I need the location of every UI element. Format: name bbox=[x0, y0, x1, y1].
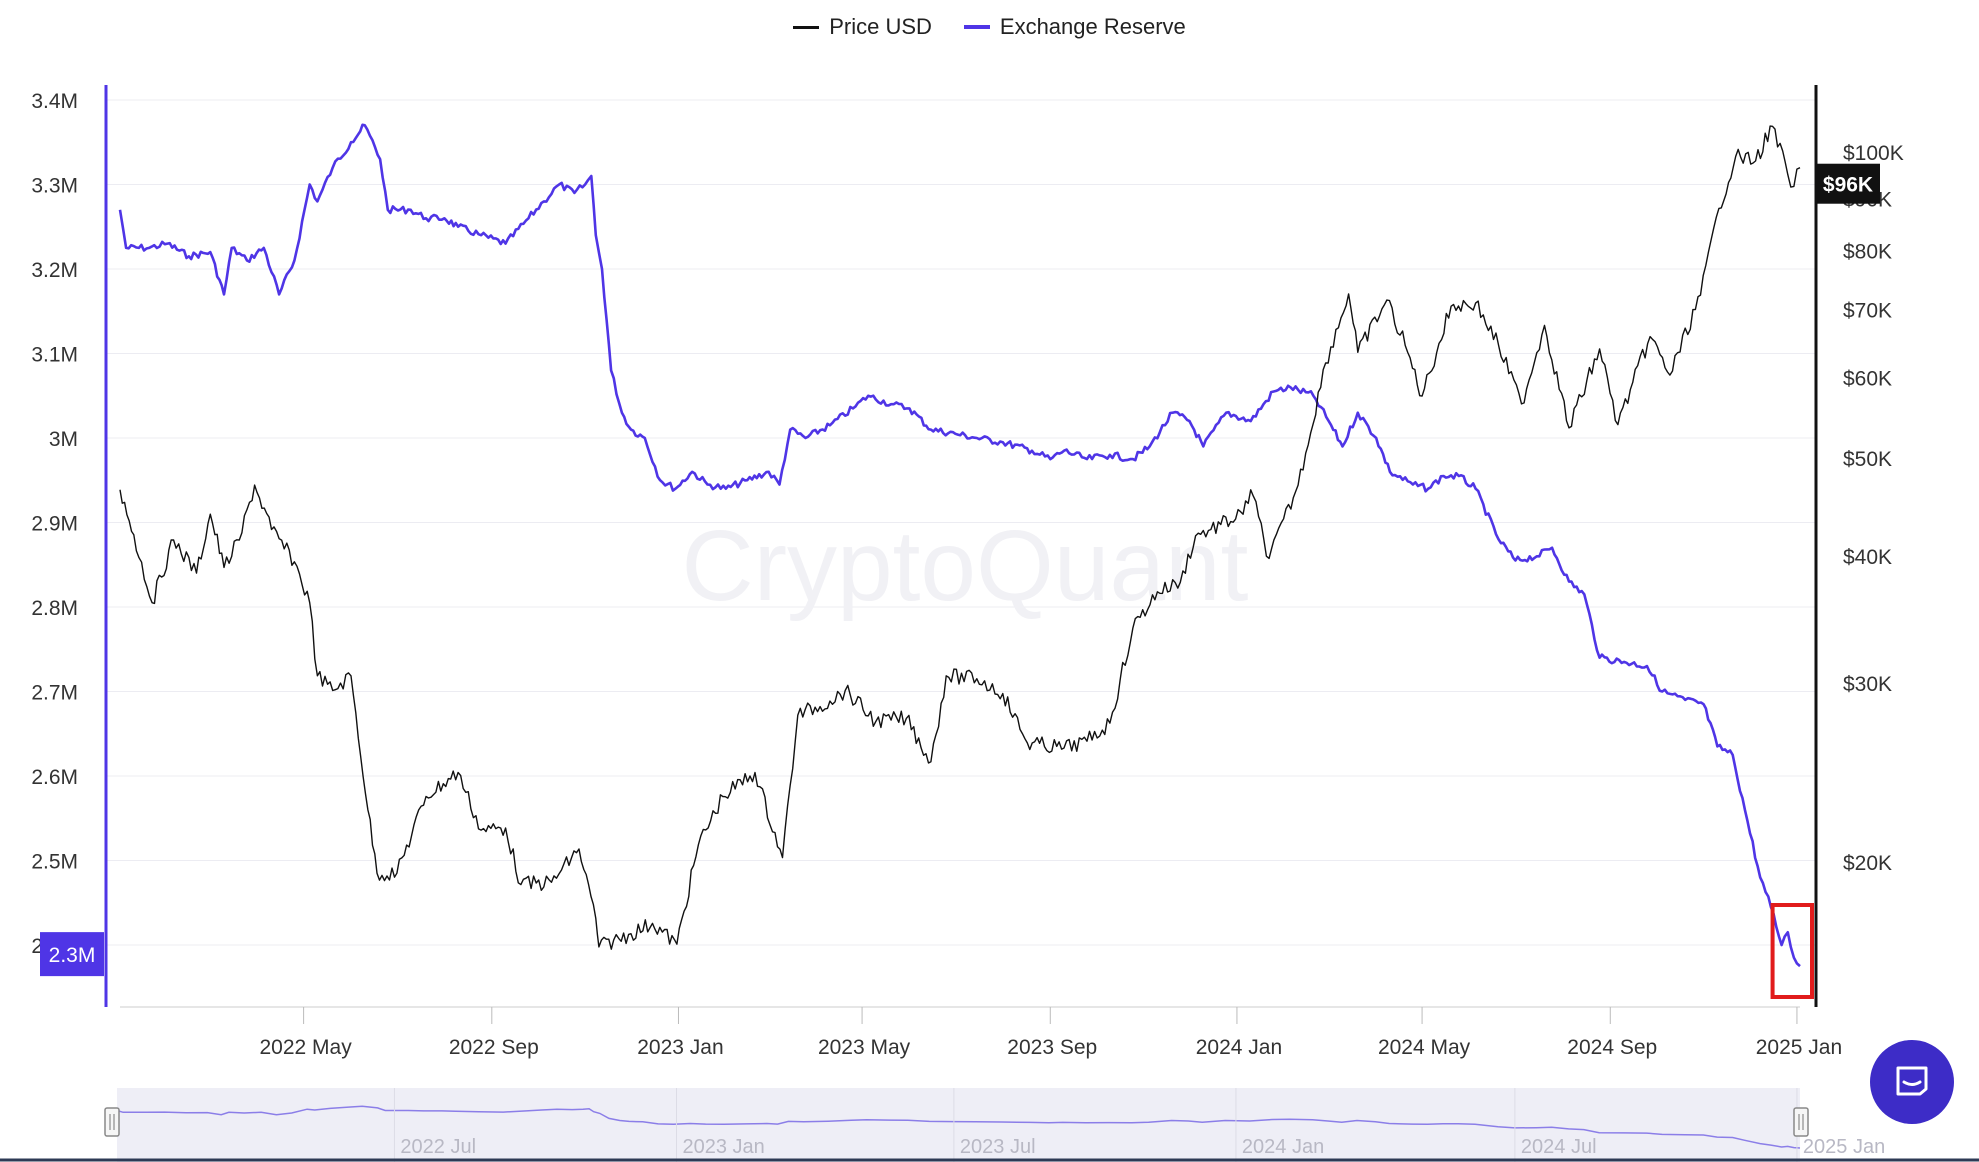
series-layer bbox=[118, 123, 1801, 968]
current-price-label-bg bbox=[1816, 163, 1880, 204]
navigator-label: 2023 Jul bbox=[960, 1136, 1036, 1158]
left-tick-label: 2.8M bbox=[31, 597, 78, 620]
x-tick-label: 2024 Jan bbox=[1196, 1036, 1282, 1059]
legend-item-reserve[interactable]: Exchange Reserve bbox=[963, 14, 1186, 40]
navigator-label: 2024 Jul bbox=[1521, 1136, 1597, 1158]
navigator-label: 2022 Jul bbox=[400, 1136, 476, 1158]
series-points-price-usd bbox=[119, 126, 1801, 947]
navigator-label: 2025 Jan bbox=[1803, 1136, 1885, 1158]
left-tick-label: 3.2M bbox=[31, 259, 78, 282]
left-tick-label: 2.5M bbox=[31, 851, 78, 874]
navigator-track bbox=[117, 1088, 1800, 1162]
left-tick-label: 3.3M bbox=[31, 175, 78, 198]
right-tick-label: $70K bbox=[1843, 299, 1892, 322]
x-tick-label: 2023 May bbox=[818, 1036, 911, 1059]
series-line-price-usd bbox=[119, 125, 1801, 950]
x-tick-label: 2022 May bbox=[259, 1036, 352, 1059]
legend: Price USD Exchange Reserve bbox=[0, 14, 1979, 40]
current-price-label: $96K bbox=[1823, 174, 1873, 197]
chat-button[interactable] bbox=[1870, 1040, 1954, 1124]
x-tick-label: 2023 Jan bbox=[637, 1036, 723, 1059]
legend-label-reserve: Exchange Reserve bbox=[999, 14, 1186, 39]
left-tick-label: 2.7M bbox=[31, 682, 78, 705]
navigator-label: 2023 Jan bbox=[682, 1136, 764, 1158]
right-tick-label: $100K bbox=[1843, 142, 1904, 165]
left-tick-label: 2.9M bbox=[31, 513, 78, 536]
chat-bubble-icon bbox=[1896, 1066, 1928, 1096]
navigator-handle-body bbox=[104, 1107, 120, 1137]
series-line-exchange-reserve bbox=[118, 123, 1801, 968]
overlay-layer: 2.3M $96K bbox=[40, 163, 1880, 999]
right-tick-label: $40K bbox=[1843, 546, 1892, 569]
x-tick-label: 2022 Sep bbox=[449, 1036, 539, 1059]
left-tick-label: 3M bbox=[49, 428, 78, 451]
navigator-handle-body bbox=[1793, 1107, 1809, 1137]
right-tick-label: $30K bbox=[1843, 673, 1892, 696]
navigator-series bbox=[116, 1105, 1801, 1149]
x-tick-label: 2024 May bbox=[1378, 1036, 1471, 1059]
left-tick-label: 3.1M bbox=[31, 344, 78, 367]
x-axis: 2022 May 2022 Sep 2023 Jan 2023 May 2023 Sep… bbox=[120, 1006, 1842, 1059]
navigator-handle-right[interactable] bbox=[1793, 1107, 1809, 1137]
legend-item-price[interactable]: Price USD bbox=[793, 14, 932, 40]
highlight-box bbox=[1770, 903, 1814, 999]
left-axis: 3.4M 3.3M 3.2M 3.1M 3M 2.9M 2.8M 2.7M 2.6M 2.5M 2.… bbox=[31, 85, 108, 1007]
right-tick-label: $60K bbox=[1843, 367, 1892, 390]
legend-swatch-reserve bbox=[963, 25, 990, 29]
x-tick-label: 2023 Sep bbox=[1007, 1036, 1097, 1059]
x-tick-label: 2025 Jan bbox=[1756, 1036, 1842, 1059]
watermark: CryptoQuant bbox=[682, 510, 1249, 622]
navigator[interactable]: 2022 Jul 2023 Jan 2023 Jul 2024 Jan 2024 Jul… bbox=[0, 1088, 1979, 1162]
x-tick-label: 2024 Sep bbox=[1567, 1036, 1657, 1059]
right-tick-label: $80K bbox=[1843, 240, 1892, 263]
series-points-exchange-reserve bbox=[119, 125, 1801, 967]
right-axis: $100K$90K$80K$70K$60K$50K$40K$30K$20K bbox=[1814, 85, 1904, 1007]
grid-lines bbox=[106, 99, 1815, 946]
navigator-label: 2024 Jan bbox=[1242, 1136, 1324, 1158]
legend-swatch-price bbox=[793, 25, 820, 29]
right-tick-label: $50K bbox=[1843, 448, 1892, 471]
navigator-handle-left[interactable] bbox=[104, 1107, 120, 1137]
current-reserve-label: 2.3M bbox=[49, 944, 96, 967]
left-tick-label: 3.4M bbox=[31, 90, 78, 113]
legend-label-price: Price USD bbox=[829, 14, 932, 39]
right-tick-label: $20K bbox=[1843, 852, 1892, 875]
current-reserve-label-bg bbox=[40, 932, 104, 977]
left-tick-label: 2.6M bbox=[31, 766, 78, 789]
